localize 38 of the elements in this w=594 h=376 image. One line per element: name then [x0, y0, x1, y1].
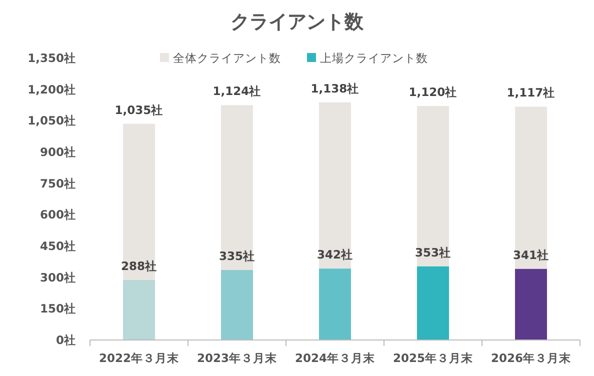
- chart-title: クライアント数: [230, 11, 364, 33]
- y-tick-label: 150社: [40, 302, 76, 316]
- bar: [221, 270, 253, 340]
- y-tick-label: 1,350社: [28, 51, 76, 65]
- data-label: 342社: [316, 248, 354, 262]
- y-tick-label: 0社: [56, 333, 76, 347]
- y-tick-label: 750社: [40, 176, 76, 190]
- x-tick-label: 2025年３月末: [392, 351, 474, 365]
- bar: [123, 124, 155, 280]
- y-tick-label: 1,200社: [28, 82, 76, 96]
- legend-label: 上場クライアント数: [320, 51, 428, 65]
- bar: [515, 268, 547, 340]
- bar: [221, 105, 253, 270]
- data-label: 288社: [120, 258, 158, 273]
- data-label: 341社: [512, 248, 550, 262]
- bar: [515, 106, 547, 269]
- bar: [417, 106, 449, 266]
- y-tick-label: 900社: [40, 145, 76, 159]
- data-label: 335社: [218, 249, 256, 264]
- bar: [123, 280, 155, 340]
- bar: [417, 266, 449, 340]
- y-tick-label: 600社: [40, 208, 76, 222]
- x-tick-label: 2024年３月末: [294, 351, 376, 365]
- total-label: 1,124社: [212, 84, 262, 98]
- legend-label: 全体クライアント数: [173, 51, 281, 65]
- bar: [319, 268, 351, 340]
- y-tick-label: 1,050社: [28, 114, 76, 128]
- bar: [319, 102, 351, 269]
- total-label: 1,117社: [506, 86, 556, 100]
- x-tick-label: 2026年３月末: [490, 351, 572, 365]
- x-tick-label: 2023年３月末: [196, 351, 278, 365]
- y-tick-label: 450社: [40, 239, 76, 253]
- x-tick-label: 2022年３月末: [98, 351, 180, 365]
- total-label: 1,138社: [310, 81, 360, 96]
- total-label: 1,035社: [114, 102, 164, 117]
- y-tick-label: 300社: [40, 270, 76, 284]
- total-label: 1,120社: [408, 85, 458, 100]
- data-label: 353社: [414, 245, 452, 260]
